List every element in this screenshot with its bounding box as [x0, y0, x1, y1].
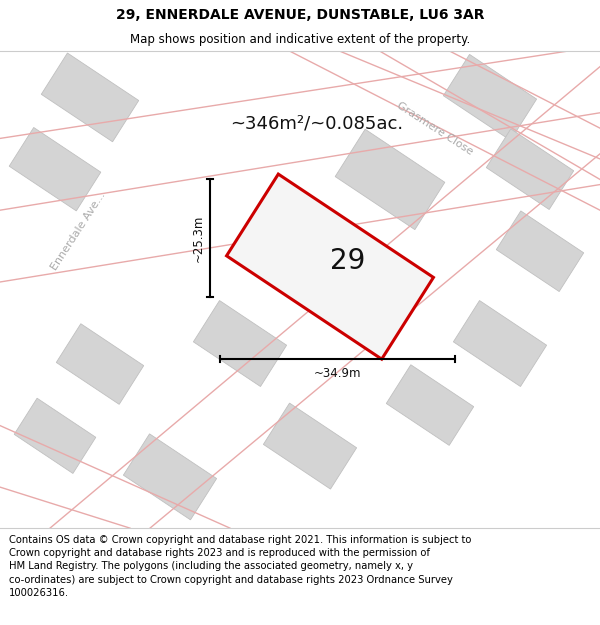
Text: ~346m²/~0.085ac.: ~346m²/~0.085ac. [230, 114, 403, 132]
Text: Ennerdale Ave...: Ennerdale Ave... [49, 189, 107, 272]
Text: 29: 29 [331, 248, 365, 276]
Text: ~25.3m: ~25.3m [192, 215, 205, 262]
Polygon shape [386, 365, 474, 446]
Text: 29, ENNERDALE AVENUE, DUNSTABLE, LU6 3AR: 29, ENNERDALE AVENUE, DUNSTABLE, LU6 3AR [116, 8, 484, 22]
Polygon shape [41, 53, 139, 142]
Polygon shape [335, 129, 445, 229]
Text: ~34.9m: ~34.9m [314, 367, 361, 380]
Polygon shape [124, 434, 217, 520]
Polygon shape [14, 398, 96, 474]
Polygon shape [496, 211, 584, 291]
Polygon shape [454, 301, 547, 386]
Polygon shape [443, 54, 536, 141]
Text: Contains OS data © Crown copyright and database right 2021. This information is : Contains OS data © Crown copyright and d… [9, 535, 472, 598]
Polygon shape [227, 174, 433, 359]
Text: Grasmere Close: Grasmere Close [395, 100, 475, 156]
Polygon shape [486, 129, 574, 209]
Polygon shape [9, 127, 101, 211]
Polygon shape [56, 324, 144, 404]
Polygon shape [263, 403, 356, 489]
Polygon shape [193, 301, 287, 386]
Text: Map shows position and indicative extent of the property.: Map shows position and indicative extent… [130, 34, 470, 46]
